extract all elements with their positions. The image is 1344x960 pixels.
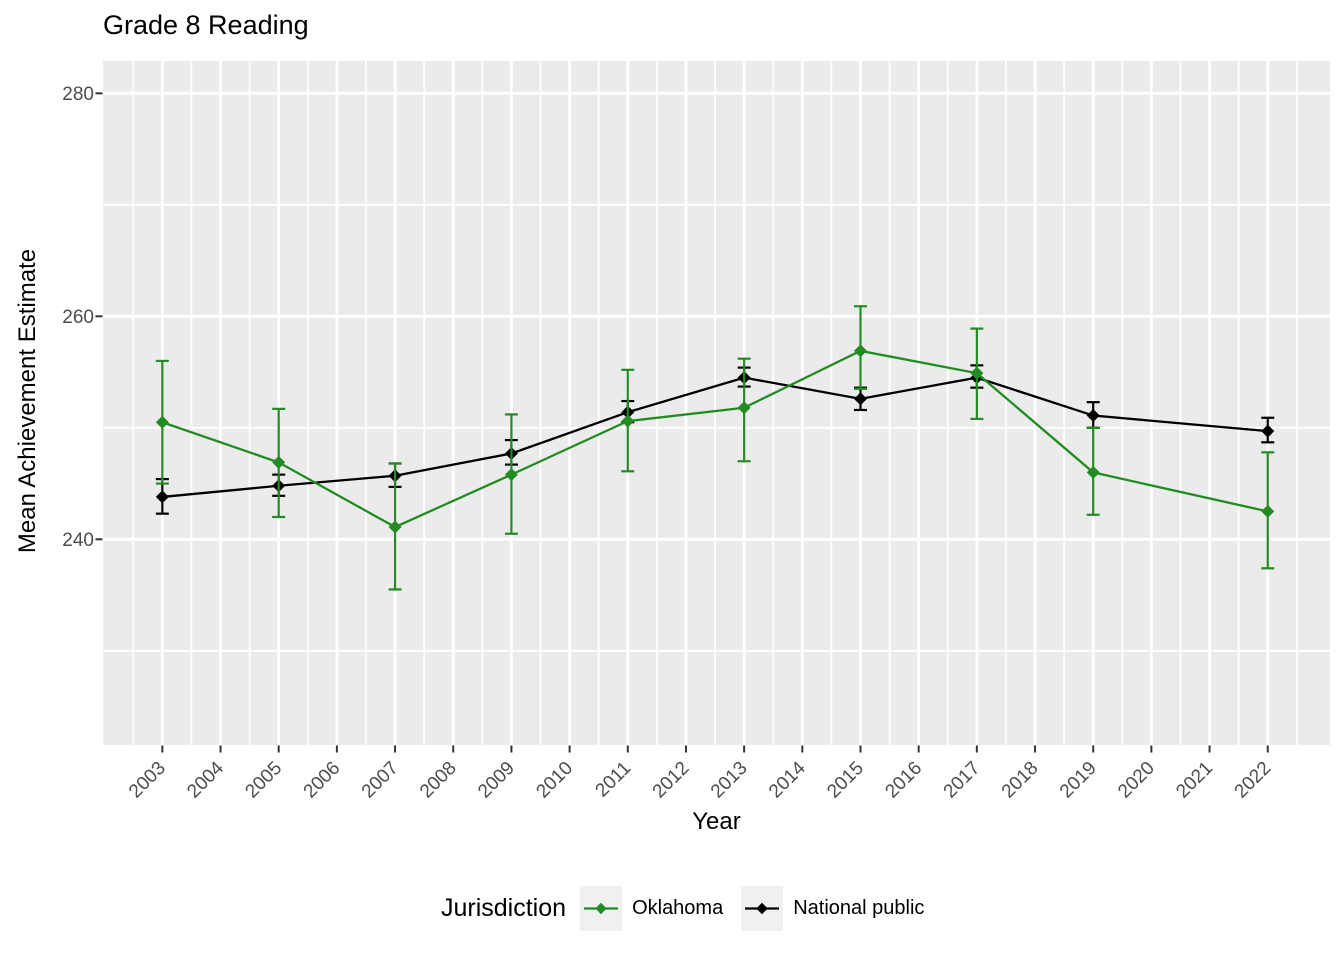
svg-text:2022: 2022	[1231, 758, 1276, 803]
oklahoma-key-swatch	[580, 885, 623, 931]
chart-title: Grade 8 Reading	[103, 10, 309, 40]
svg-text:2007: 2007	[358, 758, 403, 803]
national-public-line-point-icon	[745, 902, 780, 914]
svg-text:2011: 2011	[592, 758, 636, 802]
legend-label-oklahoma: Oklahoma	[632, 896, 724, 919]
legend-label-national-public: National public	[793, 896, 925, 919]
svg-text:2010: 2010	[532, 758, 577, 803]
legend: Jurisdiction Oklahoma National public	[441, 884, 942, 932]
svg-text:2005: 2005	[241, 758, 286, 803]
svg-text:2020: 2020	[1114, 758, 1159, 803]
svg-text:2021: 2021	[1172, 758, 1217, 803]
svg-text:2018: 2018	[998, 758, 1043, 803]
major-gridlines	[103, 61, 1330, 745]
svg-text:2017: 2017	[940, 758, 985, 803]
y-axis: 240 260 280	[62, 84, 103, 551]
svg-text:240: 240	[62, 530, 94, 551]
national-public-key-swatch	[741, 885, 784, 931]
y-axis-title: Mean Achievement Estimate	[14, 248, 41, 554]
svg-text:2004: 2004	[183, 757, 228, 802]
svg-text:2006: 2006	[300, 758, 345, 803]
svg-text:2009: 2009	[474, 758, 519, 803]
legend-item-oklahoma: Oklahoma	[580, 885, 724, 931]
oklahoma-line-point-icon	[584, 902, 619, 914]
legend-title: Jurisdiction	[441, 893, 567, 922]
plot-area: 2003 2004 2005 2006 2007 2008 2009 2010 2011 2012…	[62, 61, 1330, 803]
legend-item-national-public: National public	[741, 885, 925, 931]
svg-text:2012: 2012	[649, 758, 694, 803]
svg-text:2003: 2003	[125, 758, 170, 803]
x-axis: 2003 2004 2005 2006 2007 2008 2009 2010 2011 2012…	[125, 745, 1276, 803]
svg-text:2013: 2013	[707, 758, 752, 803]
svg-text:2014: 2014	[765, 757, 810, 802]
svg-text:2019: 2019	[1056, 758, 1101, 803]
panel-background	[103, 61, 1330, 745]
svg-text:2015: 2015	[823, 758, 868, 803]
x-axis-title: Year	[692, 808, 741, 835]
svg-text:260: 260	[62, 307, 94, 328]
svg-text:2008: 2008	[416, 758, 461, 803]
svg-text:2016: 2016	[881, 758, 926, 803]
series-oklahoma	[155, 305, 1275, 591]
svg-text:280: 280	[62, 84, 94, 105]
